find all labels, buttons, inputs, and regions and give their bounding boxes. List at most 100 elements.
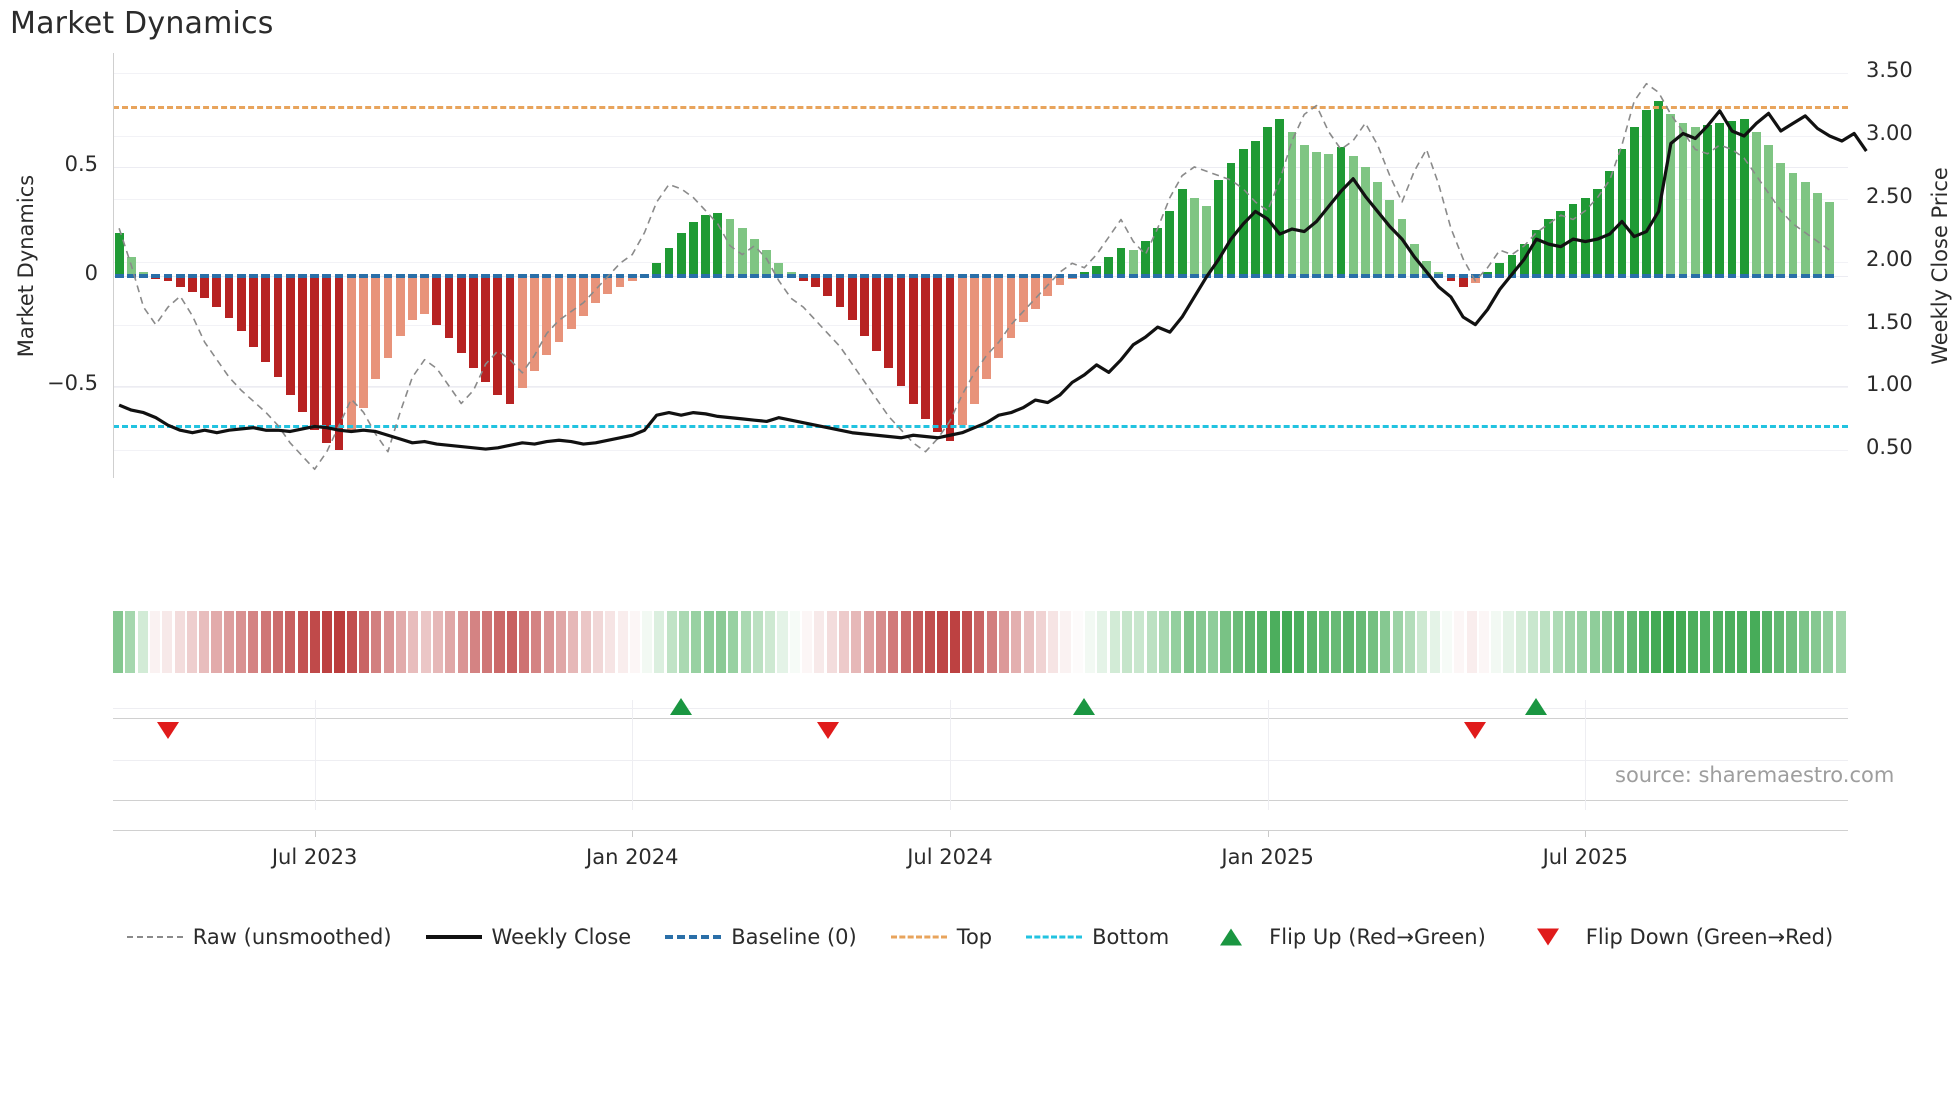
heat-cell-108: [1441, 611, 1452, 673]
bar-73: [1006, 276, 1016, 338]
bar-26: [432, 276, 442, 325]
bar-19: [346, 276, 356, 430]
y-tick-left-1: 0: [84, 261, 98, 286]
heat-cell-29: [469, 611, 480, 673]
legend-top[interactable]: Top: [890, 925, 992, 949]
baseline-tick-10: [236, 274, 246, 279]
bar-7: [200, 276, 210, 299]
baseline-tick-91: [1226, 274, 1236, 279]
baseline-tick-35: [542, 274, 552, 279]
baseline-tick-21: [371, 274, 381, 279]
heat-cell-115: [1528, 611, 1539, 673]
baseline-tick-1: [126, 274, 136, 279]
heat-cell-107: [1429, 611, 1440, 673]
heat-cell-67: [937, 611, 948, 673]
baseline-tick-6: [188, 274, 197, 279]
bar-81: [1104, 256, 1114, 277]
baseline-tick-15: [297, 274, 307, 279]
bar-89: [1202, 206, 1211, 277]
bar-59: [835, 276, 845, 308]
bar-8: [212, 276, 222, 308]
baseline-tick-51: [737, 274, 747, 279]
baseline-tick-79: [1079, 274, 1089, 279]
gridline-right-2: [113, 198, 1848, 200]
bar-30: [481, 276, 491, 382]
baseline-tick-16: [310, 274, 319, 279]
baseline-tick-48: [701, 274, 710, 279]
heat-cell-66: [925, 611, 936, 673]
heat-cell-99: [1331, 611, 1342, 673]
bar-136: [1776, 162, 1786, 277]
legend-bottom[interactable]: Bottom: [1026, 925, 1169, 949]
heat-cell-98: [1318, 611, 1329, 673]
heat-cell-26: [432, 611, 443, 673]
legend-flip-down[interactable]: Flip Down (Green→Red): [1520, 925, 1833, 949]
baseline-tick-3: [151, 274, 161, 279]
heat-cell-4: [162, 611, 173, 673]
bar-88: [1189, 197, 1199, 277]
bar-20: [359, 276, 368, 408]
bar-90: [1214, 180, 1224, 277]
bar-49: [713, 212, 723, 277]
heat-cell-27: [445, 611, 456, 673]
x-tickmark-0: [314, 831, 316, 837]
baseline-tick-131: [1715, 274, 1725, 279]
bar-95: [1275, 118, 1285, 277]
baseline-tick-37: [566, 274, 576, 279]
baseline-tick-32: [505, 274, 515, 279]
bar-124: [1629, 127, 1639, 277]
baseline-tick-100: [1336, 274, 1346, 279]
baseline-tick-68: [945, 274, 955, 279]
x-tickmark-2: [949, 831, 951, 837]
legend-baseline[interactable]: Baseline (0): [665, 925, 857, 949]
heat-cell-9: [223, 611, 234, 673]
heat-cell-56: [802, 611, 813, 673]
flip-up-marker-5: [1525, 698, 1548, 715]
legend-flip-up[interactable]: Flip Up (Red→Green): [1203, 925, 1486, 949]
heat-cell-136: [1786, 611, 1797, 673]
bar-44: [652, 263, 662, 277]
bar-33: [517, 276, 527, 389]
heat-cell-44: [654, 611, 665, 673]
baseline-tick-65: [908, 274, 918, 279]
legend-weekly-close[interactable]: Weekly Close: [425, 925, 631, 949]
legend-label: Raw (unsmoothed): [192, 925, 392, 949]
bar-103: [1373, 182, 1382, 277]
heat-cell-69: [962, 611, 973, 673]
heat-cell-105: [1405, 611, 1416, 673]
heat-cell-86: [1171, 611, 1182, 673]
flip-panel-vtick-1: [632, 700, 634, 810]
baseline-tick-90: [1214, 274, 1224, 279]
bar-36: [554, 276, 564, 343]
heat-cell-116: [1540, 611, 1551, 673]
bar-126: [1654, 101, 1663, 277]
baseline-tick-13: [273, 274, 283, 279]
bar-16: [310, 276, 319, 430]
baseline-tick-77: [1055, 274, 1065, 279]
bar-69: [957, 276, 967, 426]
bar-21: [371, 276, 381, 380]
bar-91: [1226, 162, 1236, 277]
baseline-tick-111: [1470, 274, 1480, 279]
heat-cell-78: [1072, 611, 1083, 673]
bar-27: [444, 276, 454, 338]
heat-cell-79: [1085, 611, 1096, 673]
bar-62: [872, 276, 882, 351]
heat-cell-117: [1552, 611, 1563, 673]
heat-cell-95: [1281, 611, 1293, 673]
heat-cell-102: [1368, 611, 1379, 673]
heat-cell-85: [1158, 611, 1169, 673]
heat-cell-72: [998, 611, 1010, 673]
heat-cell-104: [1392, 611, 1403, 673]
baseline-tick-132: [1727, 274, 1737, 279]
baseline-tick-130: [1703, 274, 1712, 279]
baseline-tick-7: [200, 274, 210, 279]
baseline-tick-2: [139, 274, 148, 279]
x-tickmark-1: [632, 831, 634, 837]
heat-cell-91: [1232, 611, 1243, 673]
legend-raw-unsmoothed[interactable]: Raw (unsmoothed): [126, 925, 392, 949]
heat-cell-113: [1503, 611, 1514, 673]
flip-panel-rule-3: [113, 800, 1848, 801]
heat-cell-74: [1023, 611, 1034, 673]
bar-80: [1092, 265, 1101, 277]
